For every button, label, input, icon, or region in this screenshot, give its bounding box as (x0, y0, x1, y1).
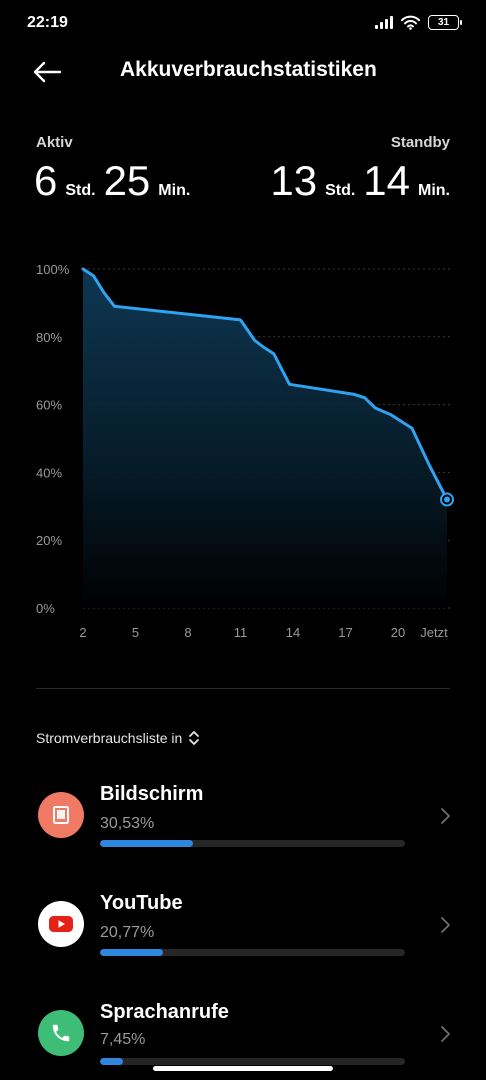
chart-x-tick-label: 2 (79, 625, 86, 640)
active-minutes: 25 (103, 157, 151, 204)
chart-x-tick-label: 14 (286, 625, 300, 640)
chart-y-tick-label: 60% (36, 398, 62, 413)
standby-hours-unit: Std. (325, 182, 356, 199)
arrow-left-icon (33, 61, 62, 83)
screen-icon (38, 792, 84, 838)
usage-bar-fill (100, 840, 194, 847)
phone-icon (38, 1010, 84, 1056)
standby-minutes-unit: Min. (418, 182, 450, 199)
usage-bar-fill (100, 949, 164, 956)
standby-label: Standby (390, 134, 450, 151)
chart-series-line (81, 267, 449, 501)
chart-x-tick-label: Jetzt (420, 625, 448, 640)
youtube-icon (38, 901, 84, 947)
standby-duration: 13 Std. 14 Min. (270, 160, 450, 202)
chart-x-tick-label: 11 (234, 625, 248, 640)
chart-y-tick-label: 20% (36, 533, 62, 548)
usage-bar-fill (100, 1058, 123, 1065)
battery-level-chart[interactable]: 100% 80% 60% 40% 20% 0% 2 5 8 11 14 17 20 Jetzt (0, 250, 486, 650)
chart-current-point-dot (444, 496, 450, 503)
chart-area (83, 269, 447, 608)
chevron-right-icon (441, 1026, 450, 1042)
chart-x-tick-label: 8 (184, 625, 191, 640)
page-title: Akkuverbrauchstatistiken (120, 58, 377, 81)
usage-bar (100, 1058, 405, 1065)
active-minutes-unit: Min. (158, 182, 191, 199)
sort-toggle-icon (189, 731, 200, 745)
chart-y-tick-label: 100% (36, 262, 70, 277)
signal-icon (375, 16, 393, 29)
standby-hours: 13 (270, 157, 318, 204)
chevron-right-icon (441, 808, 450, 824)
section-divider (36, 688, 450, 689)
chart-x-tick-label: 20 (391, 625, 405, 640)
battery-icon: 31 (428, 15, 462, 30)
active-hours: 6 (34, 157, 58, 204)
chevron-right-icon (441, 917, 450, 933)
usage-item-percent: 20,77% (100, 924, 155, 941)
chart-y-tick-label: 0% (36, 601, 55, 616)
chart-y-tick-label: 40% (36, 465, 62, 480)
active-duration: 6 Std. 25 Min. (34, 160, 190, 202)
wifi-icon (401, 15, 420, 30)
usage-list-header[interactable]: Stromverbrauchsliste in (36, 730, 200, 746)
usage-item-bildschirm[interactable]: Bildschirm 30,53% (0, 770, 486, 870)
usage-item-youtube[interactable]: YouTube 20,77% (0, 879, 486, 979)
usage-item-name: Sprachanrufe (100, 1001, 229, 1023)
usage-list-header-label: Stromverbrauchsliste in (36, 730, 183, 746)
chart-y-tick-label: 80% (36, 330, 62, 345)
chart-x-tick-label: 17 (338, 625, 352, 640)
usage-item-percent: 30,53% (100, 815, 155, 832)
usage-bar (100, 840, 405, 847)
usage-item-sprachanrufe[interactable]: Sprachanrufe 7,45% (0, 988, 486, 1080)
usage-item-percent: 7,45% (100, 1031, 146, 1048)
active-hours-unit: Std. (65, 182, 96, 199)
status-bar: 22:19 31 (0, 0, 486, 46)
usage-item-name: Bildschirm (100, 783, 204, 805)
home-indicator[interactable] (153, 1066, 333, 1071)
usage-item-name: YouTube (100, 892, 183, 914)
standby-minutes: 14 (363, 157, 410, 204)
status-icons: 31 (375, 15, 462, 30)
status-time: 22:19 (27, 14, 68, 31)
usage-bar (100, 949, 405, 956)
active-label: Aktiv (36, 134, 73, 151)
back-button[interactable] (32, 56, 72, 88)
chart-x-tick-label: 5 (132, 625, 139, 640)
